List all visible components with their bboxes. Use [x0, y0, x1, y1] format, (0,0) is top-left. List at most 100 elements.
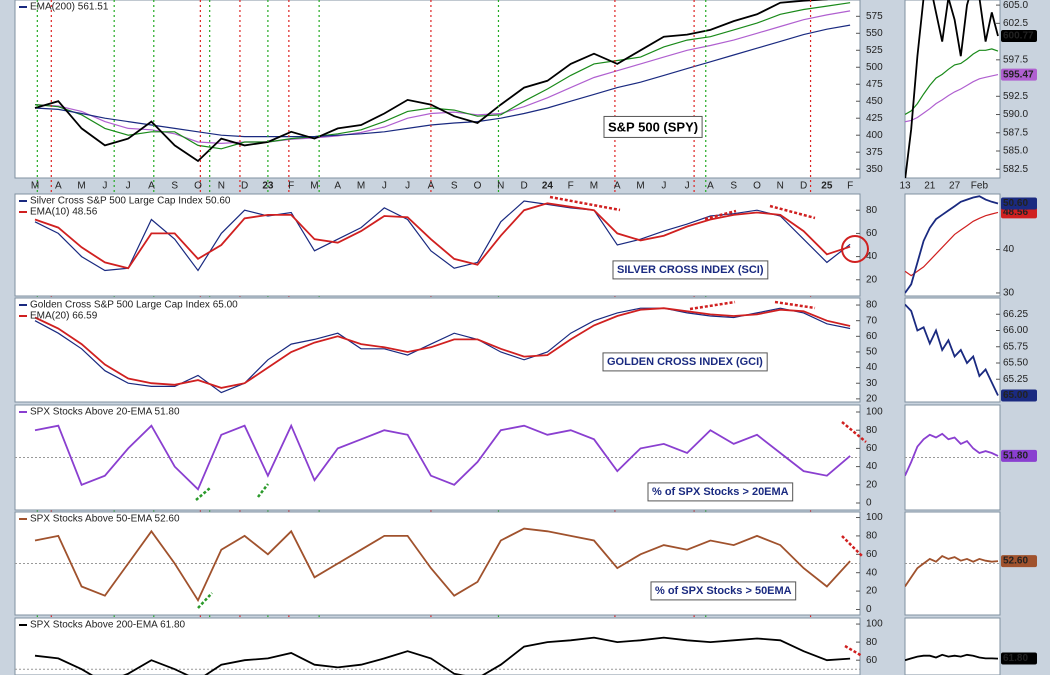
x-tick-label: F: [288, 181, 294, 192]
x-tick-label: 27: [949, 181, 961, 192]
x-tick-label: A: [614, 181, 621, 192]
annotation: GOLDEN CROSS INDEX (GCI): [607, 356, 763, 368]
value-badge: [1001, 197, 1037, 210]
x-tick-label: M: [77, 181, 85, 192]
series-line: [34, 636, 851, 675]
y-tick-label: 80: [866, 425, 878, 436]
x-tick-label: A: [428, 181, 435, 192]
panel: [904, 193, 1001, 297]
y-tick-label: 70: [866, 315, 878, 326]
plot: [15, 423, 860, 491]
x-tick-label: O: [753, 181, 761, 192]
legend-label: EMA(200) 561.51: [30, 2, 109, 13]
y-tick-label: 20: [866, 479, 878, 490]
legend-label: SPX Stocks Above 50-EMA 52.60: [30, 514, 180, 525]
x-tick-label: J: [405, 181, 410, 192]
value-badge: [1001, 29, 1037, 42]
y-tick-label: 60: [866, 331, 878, 342]
x-tick-label: F: [847, 181, 853, 192]
y-tick-label: 587.5: [1003, 127, 1028, 138]
x-tick-label: A: [148, 181, 155, 192]
annotation-box: [650, 581, 797, 601]
y-tick-label: 592.5: [1003, 91, 1028, 102]
y-tick-label: 30: [1003, 288, 1015, 299]
annotation: % of SPX Stocks > 20EMA: [652, 486, 789, 498]
x-tick-label: F: [568, 181, 574, 192]
x-tick-label: M: [31, 181, 39, 192]
series-line: [34, 10, 851, 145]
x-tick-label: J: [661, 181, 666, 192]
annotation: S&P 500 (SPY): [608, 119, 698, 134]
plot: [905, 195, 999, 294]
panel: [14, 297, 861, 403]
x-tick-label: M: [310, 181, 318, 192]
y-tick-label: 65.25: [1003, 374, 1028, 385]
value-badge-label: 51.80: [1003, 451, 1028, 462]
x-tick-label: O: [474, 181, 482, 192]
plot: [905, 432, 1000, 477]
y-tick-label: 590.0: [1003, 109, 1028, 120]
y-tick-label: 20: [866, 586, 878, 597]
y-tick-label: 40: [1003, 244, 1015, 255]
y-tick-label: 597.5: [1003, 54, 1028, 65]
x-tick-label: D: [520, 181, 527, 192]
value-badge-label: 65.00: [1003, 390, 1028, 401]
panel: [904, 617, 1001, 675]
annotation-box: [602, 352, 768, 372]
series-line: [905, 211, 999, 277]
x-tick-label: D: [800, 181, 807, 192]
y-tick-label: 66.25: [1003, 309, 1028, 320]
y-tick-label: 425: [866, 113, 883, 124]
x-tick-label: A: [334, 181, 341, 192]
series-line: [34, 423, 851, 491]
x-tick-label: Feb: [971, 181, 989, 192]
x-tick-label: N: [777, 181, 784, 192]
value-badge-label: 50.60: [1003, 198, 1028, 209]
value-badge-label: 48.56: [1003, 207, 1028, 218]
value-badge-label: 61.80: [1003, 653, 1028, 664]
value-badge-label: 52.60: [1003, 556, 1028, 567]
series-line: [905, 653, 999, 662]
series-line: [905, 74, 999, 123]
y-tick-label: 80: [866, 205, 878, 216]
value-badge: [1001, 68, 1037, 81]
plot: [905, 555, 1000, 588]
y-tick-label: 40: [866, 567, 878, 578]
plot: [15, 527, 860, 603]
panel: [904, 404, 1001, 511]
legend-label: Silver Cross S&P 500 Large Cap Index 50.…: [30, 196, 231, 207]
plot: [905, 0, 999, 178]
annotation-box: [612, 260, 769, 280]
x-tick-label: S: [171, 181, 178, 192]
x-tick-label: J: [126, 181, 131, 192]
y-tick-label: 40: [866, 461, 878, 472]
legend-label: SPX Stocks Above 20-EMA 51.80: [30, 407, 180, 418]
series-line: [905, 303, 999, 396]
panel: [14, 617, 861, 675]
y-tick-label: 20: [866, 394, 878, 405]
series-line: [34, 307, 851, 389]
value-badge: [1001, 652, 1037, 665]
x-tick-label: N: [497, 181, 504, 192]
y-tick-label: 605.0: [1003, 0, 1028, 11]
plot: [34, 0, 851, 163]
y-tick-label: 50: [866, 347, 878, 358]
annotation: % of SPX Stocks > 50EMA: [655, 585, 792, 597]
y-tick-label: 20: [866, 274, 878, 285]
value-badge-label: 600.77: [1003, 31, 1034, 42]
y-tick-label: 0: [866, 604, 872, 615]
x-tick-label: M: [590, 181, 598, 192]
y-tick-label: 40: [866, 362, 878, 373]
x-tick-label: A: [55, 181, 62, 192]
y-tick-label: 525: [866, 45, 883, 56]
series-line: [905, 0, 999, 178]
panel: [904, 0, 1001, 179]
y-tick-label: 66.00: [1003, 325, 1028, 336]
value-badge: [1001, 449, 1037, 462]
y-tick-label: 602.5: [1003, 18, 1028, 29]
legend-label: EMA(10) 48.56: [30, 207, 98, 218]
x-tick-label: A: [707, 181, 714, 192]
panel: [904, 511, 1001, 616]
y-tick-label: 375: [866, 147, 883, 158]
